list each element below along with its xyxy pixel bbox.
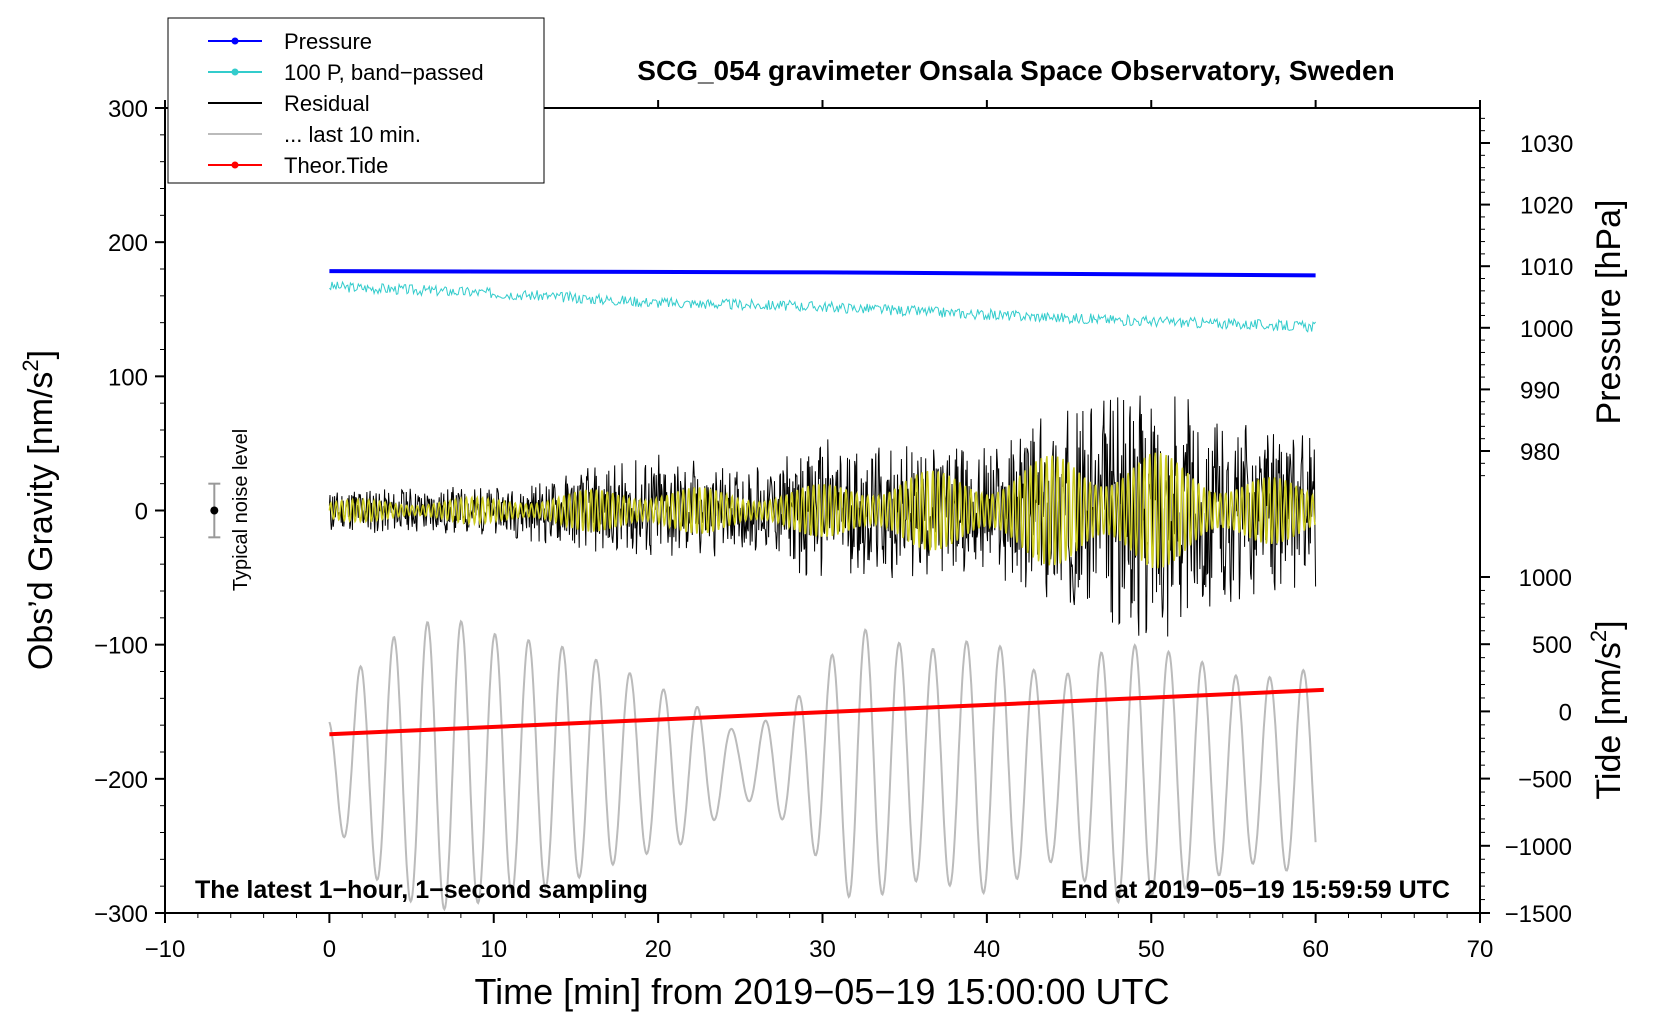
y-tick-label: −300 [94,901,148,928]
y-axis-label-pressure: Pressure [hPa] [1590,200,1628,425]
chart-title: SCG_054 gravimeter Onsala Space Observat… [637,55,1394,86]
y-tick-label: −100 [94,633,148,660]
y-tick-label: 300 [108,96,148,123]
legend-items: Pressure 100 P, band−passed Residual ... la… [208,29,484,178]
pressure-tick-label: 1010 [1520,254,1573,281]
tide-tick-label: 1000 [1519,565,1572,592]
noise-center-dot [210,506,219,515]
y-tick-label: 100 [108,364,148,391]
x-tick-label: −10 [145,936,186,963]
series-pressure [329,269,1316,278]
pressure-tick-label: 1000 [1520,316,1573,343]
y-axis-label-tide: Tide [nm/s2] [1586,620,1628,799]
x-tick-label: 10 [480,936,507,963]
y-tick-label: −200 [94,767,148,794]
annotation-latest-hour: The latest 1−hour, 1−second sampling [195,876,648,904]
tide-tick-label: −500 [1518,767,1572,794]
x-tick-label: 50 [1138,936,1165,963]
legend-label: Residual [284,91,370,116]
series-residual-filtered [328,452,1316,569]
legend-label: Pressure [284,29,372,54]
series-layer [328,269,1324,912]
series-last-10-min [328,619,1317,912]
noise-level-label: Typical noise level [230,429,252,591]
legend-box [167,17,545,184]
legend-marker [231,37,239,45]
x-tick-label: 40 [974,936,1001,963]
x-tick-label: 20 [645,936,672,963]
axes-layer: −10 0 10 20 30 40 50 60 703002001000−100−200−300… [94,96,1573,963]
legend-marker [231,161,239,169]
series-residual [328,395,1317,637]
y-tick-label: 0 [135,499,148,526]
y-tick-label: 200 [108,230,148,257]
tide-tick-label: −1000 [1505,834,1572,861]
y-axis-label-left: Obs’d Gravity [nm/s2] [18,350,60,670]
x-tick-label: 70 [1467,936,1494,963]
pressure-tick-label: 980 [1520,439,1560,466]
series-pressure-band-passed [329,280,1316,333]
x-tick-label: 0 [323,936,336,963]
legend-label: Theor.Tide [284,153,388,178]
annotation-end-time: End at 2019−05−19 15:59:59 UTC [1061,876,1450,904]
x-tick-label: 60 [1302,936,1329,963]
pressure-tick-label: 990 [1520,377,1560,404]
tide-tick-label: −1500 [1505,901,1572,928]
legend-label: ... last 10 min. [284,122,421,147]
pressure-tick-label: 1030 [1520,131,1573,158]
x-tick-label: 30 [809,936,836,963]
legend-label: 100 P, band−passed [284,60,484,85]
tide-tick-label: 500 [1532,632,1572,659]
noise-level-indicator [208,482,221,539]
tide-tick-label: 0 [1559,699,1572,726]
legend-marker [231,68,239,76]
legend: Pressure 100 P, band−passed Residual ... la… [167,17,545,184]
series-theoretical-tide [329,687,1324,737]
pressure-tick-label: 1020 [1520,193,1573,220]
x-axis-label: Time [min] from 2019−05−19 15:00:00 UTC [474,971,1169,1012]
